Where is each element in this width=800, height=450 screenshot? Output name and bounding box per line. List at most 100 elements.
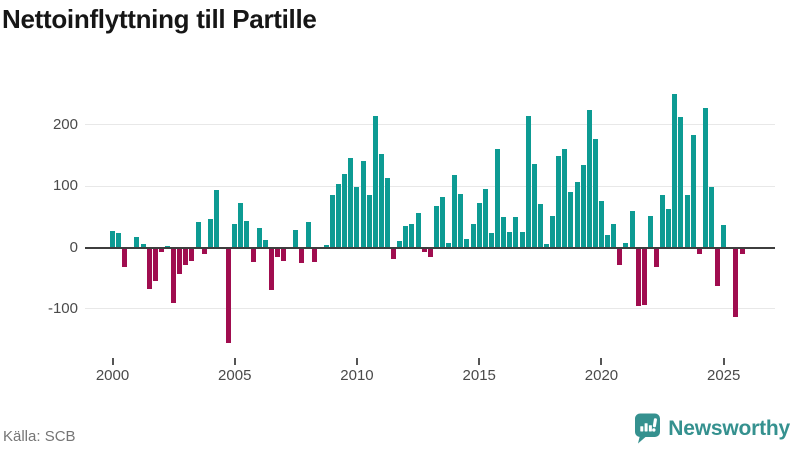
- bar-2012-q1: [403, 226, 409, 248]
- bar-2016-q1: [501, 216, 507, 248]
- bar-2000-q3: [122, 247, 128, 267]
- bar-2004-q1: [207, 219, 213, 248]
- bar-2025-q1: [721, 224, 727, 248]
- bar-2005-q4: [250, 247, 256, 262]
- bar-2017-q2: [531, 164, 537, 248]
- bar-2020-q3: [611, 224, 617, 248]
- bar-2018-q3: [562, 148, 568, 248]
- bar-2005-q3: [244, 220, 250, 248]
- x-axis-tick-label: 2000: [95, 367, 130, 384]
- bar-2017-q3: [537, 203, 543, 248]
- bar-2023-q1: [672, 94, 678, 248]
- bar-2018-q1: [550, 216, 556, 248]
- bar-2021-q2: [629, 210, 635, 248]
- bar-2024-q4: [715, 247, 721, 287]
- bar-2002-q3: [171, 247, 177, 303]
- bar-2008-q2: [311, 247, 317, 262]
- newsworthy-logo: Newsworthy: [634, 413, 790, 444]
- bar-2012-q3: [415, 212, 421, 248]
- bar-2014-q2: [458, 193, 464, 248]
- bar-2014-q3: [464, 238, 470, 248]
- bar-2016-q4: [519, 231, 525, 248]
- bar-2013-q1: [427, 247, 433, 257]
- newsworthy-logo-text: Newsworthy: [668, 416, 790, 440]
- bar-2014-q1: [452, 174, 458, 248]
- bar-2019-q2: [580, 165, 586, 248]
- bar-2001-q3: [146, 247, 152, 290]
- x-axis-tick-label: 2005: [218, 367, 252, 384]
- bar-2006-q2: [262, 240, 268, 248]
- bar-2012-q2: [409, 223, 415, 248]
- bar-2019-q4: [592, 138, 598, 248]
- bar-2002-q4: [177, 247, 183, 274]
- bar-2013-q3: [440, 196, 446, 248]
- x-axis-tick-label: 2025: [707, 367, 741, 384]
- bar-2010-q4: [372, 115, 378, 248]
- bar-2018-q4: [568, 191, 574, 248]
- bar-2020-q4: [617, 247, 623, 265]
- zero-axis-line: [85, 246, 775, 249]
- bar-2007-q4: [299, 247, 305, 264]
- y-axis-tick-label: 0: [69, 238, 78, 256]
- y-axis-tick-label: 100: [52, 177, 78, 195]
- x-axis-tick: [600, 358, 603, 365]
- bar-2003-q3: [195, 221, 201, 248]
- bar-2021-q4: [641, 247, 647, 305]
- bar-2022-q3: [660, 195, 666, 248]
- y-gridline: [85, 124, 775, 126]
- bar-2002-q1: [158, 247, 164, 253]
- bar-2015-q1: [476, 202, 482, 248]
- bar-2020-q2: [605, 235, 611, 248]
- bar-2011-q2: [385, 178, 391, 248]
- bar-2006-q1: [256, 227, 262, 248]
- x-axis-tick: [111, 358, 114, 365]
- bar-2000-q2: [116, 233, 122, 248]
- bar-2005-q2: [238, 203, 244, 248]
- bar-2017-q4: [543, 243, 549, 248]
- bar-2025-q3: [733, 247, 739, 317]
- bar-2008-q1: [305, 221, 311, 248]
- bar-2013-q4: [446, 243, 452, 248]
- bar-2011-q3: [391, 247, 397, 260]
- bar-2015-q2: [482, 189, 488, 248]
- bar-2003-q2: [189, 247, 195, 261]
- bar-2003-q4: [201, 247, 207, 255]
- bar-2006-q3: [268, 247, 274, 290]
- x-axis-tick: [355, 358, 358, 365]
- x-axis-tick-label: 2020: [584, 367, 619, 384]
- bar-2012-q4: [421, 247, 427, 253]
- bar-2024-q1: [696, 247, 702, 255]
- bar-2003-q1: [183, 247, 189, 266]
- bar-2019-q3: [586, 110, 592, 248]
- bar-2010-q1: [354, 187, 360, 248]
- bar-2015-q3: [488, 232, 494, 248]
- bar-2008-q4: [323, 245, 329, 248]
- bar-2011-q1: [378, 153, 384, 248]
- bar-2015-q4: [495, 148, 501, 248]
- bar-2011-q4: [397, 241, 403, 248]
- bar-2009-q1: [330, 195, 336, 248]
- source-attribution: Källa: SCB: [3, 428, 76, 445]
- bar-2025-q4: [739, 247, 745, 255]
- bar-2022-q1: [647, 216, 653, 248]
- bar-2013-q2: [433, 205, 439, 248]
- bar-2007-q1: [281, 247, 287, 261]
- x-axis-tick-label: 2010: [340, 367, 374, 384]
- y-axis-tick-label: -100: [47, 299, 78, 317]
- bar-2023-q4: [690, 135, 696, 248]
- bar-2021-q3: [635, 247, 641, 307]
- bar-2009-q3: [342, 173, 348, 248]
- x-axis-tick: [233, 358, 236, 365]
- newsworthy-logo-icon: [635, 413, 661, 444]
- bar-2016-q3: [513, 216, 519, 248]
- y-gridline: [85, 308, 775, 310]
- bar-2016-q2: [507, 232, 513, 248]
- bar-2004-q2: [213, 189, 219, 248]
- bar-2019-q1: [574, 182, 580, 248]
- bar-2024-q2: [702, 107, 708, 248]
- y-gridline: [85, 185, 775, 187]
- bar-2020-q1: [598, 200, 604, 248]
- bar-2014-q4: [470, 224, 476, 248]
- bar-2024-q3: [708, 187, 714, 248]
